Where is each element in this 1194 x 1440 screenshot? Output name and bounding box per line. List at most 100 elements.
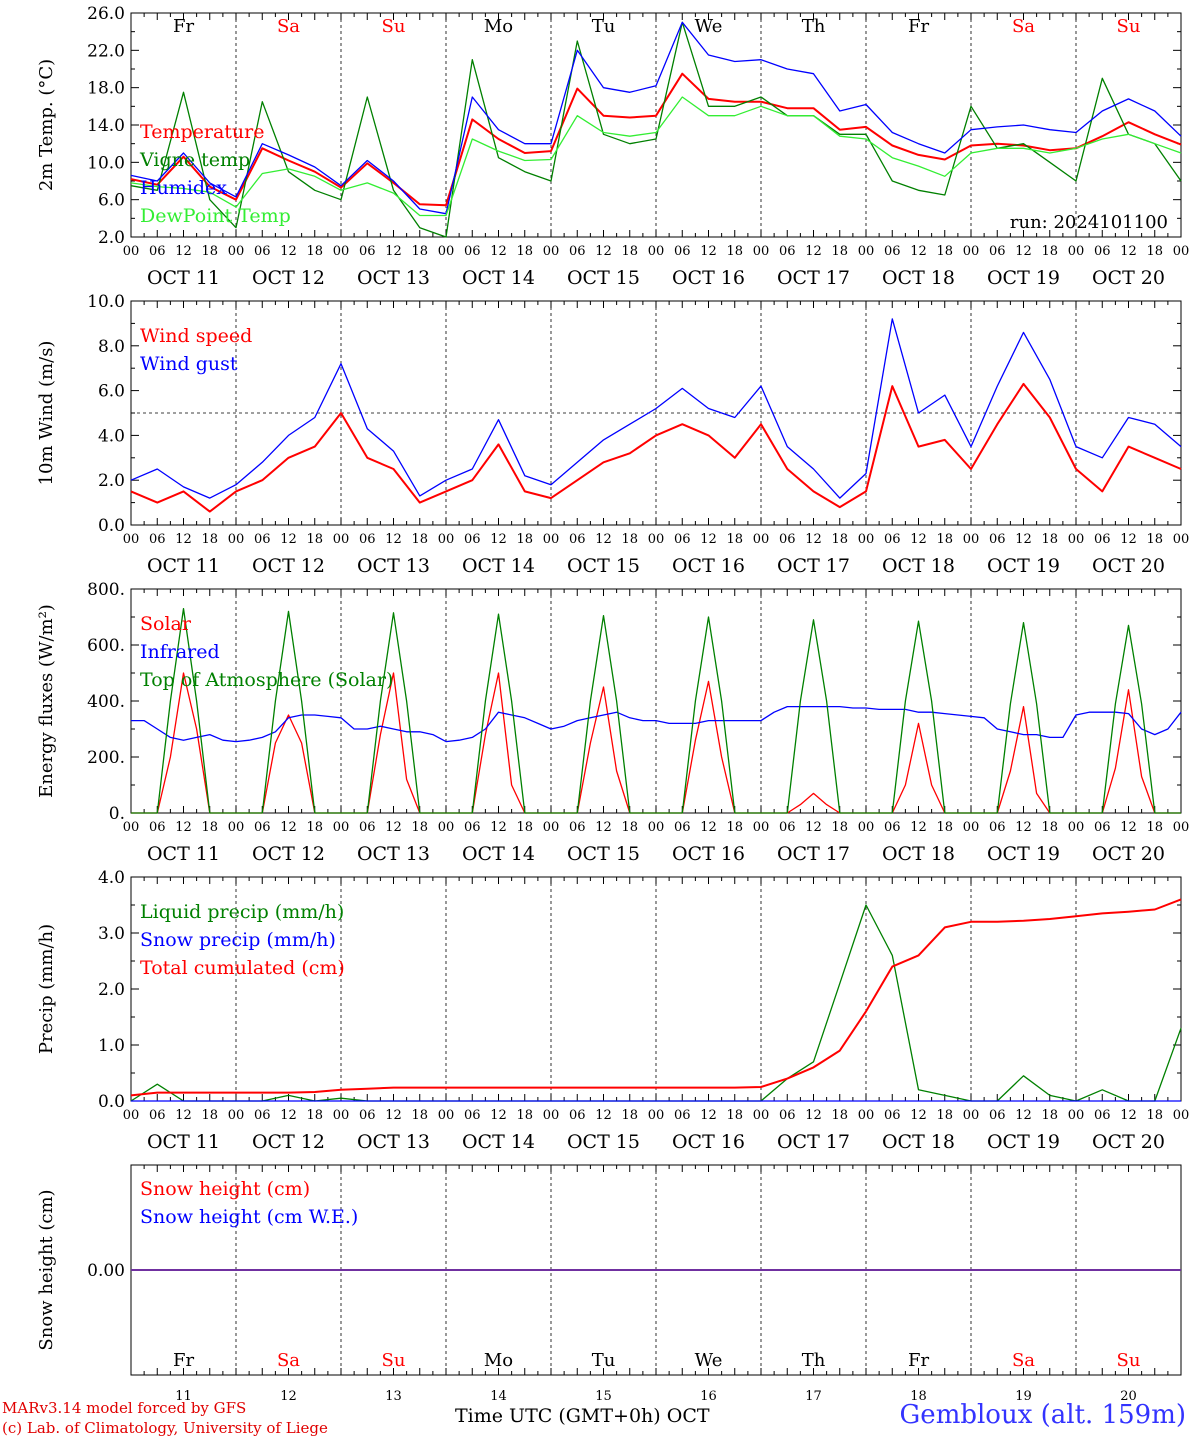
day-number-label: 19 — [1015, 1389, 1032, 1404]
y-tick-label: 10.0 — [87, 153, 125, 173]
hour-label: 18 — [201, 1108, 218, 1123]
y-axis-title: Energy fluxes (W/m²) — [36, 604, 57, 798]
y-tick-label: 18.0 — [87, 79, 125, 99]
date-label: OCT 14 — [462, 555, 535, 577]
weekday-label: Fr — [173, 1350, 194, 1371]
hour-label: 18 — [411, 1108, 428, 1123]
hour-label: 12 — [595, 820, 612, 835]
hour-label: 12 — [1015, 820, 1032, 835]
day-number-label: 15 — [595, 1389, 612, 1404]
hour-label: 00 — [123, 244, 140, 259]
hour-label: 06 — [359, 820, 376, 835]
hour-label: 00 — [438, 1108, 455, 1123]
hour-label: 00 — [543, 532, 560, 547]
date-label: OCT 13 — [357, 267, 430, 289]
hour-label: 12 — [595, 244, 612, 259]
hour-label: 12 — [1120, 532, 1137, 547]
date-label: OCT 16 — [672, 843, 745, 865]
hour-label: 00 — [333, 1108, 350, 1123]
y-tick-label: 0.0 — [98, 516, 125, 536]
weekday-label: Tu — [592, 16, 616, 37]
hour-label: 12 — [910, 820, 927, 835]
hour-label: 06 — [989, 1108, 1006, 1123]
legend-entry: Infrared — [140, 641, 220, 663]
hour-label: 00 — [858, 820, 875, 835]
hour-label: 18 — [1041, 1108, 1058, 1123]
series-line-humidex — [130, 21, 1182, 215]
y-tick-label: 2.0 — [98, 471, 125, 491]
hour-label: 18 — [831, 244, 848, 259]
date-label: OCT 18 — [882, 843, 955, 865]
hour-label: 00 — [438, 820, 455, 835]
weekday-label: Tu — [592, 1350, 616, 1371]
date-label: OCT 17 — [777, 843, 850, 865]
hour-label: 12 — [595, 1108, 612, 1123]
y-tick-label: 800. — [87, 580, 125, 600]
weekday-label: Mo — [484, 16, 513, 37]
series-line-total-cumulated-cm- — [130, 898, 1182, 1097]
y-tick-label: 2.0 — [98, 980, 125, 1000]
date-label: OCT 19 — [987, 1131, 1060, 1153]
hour-label: 18 — [831, 532, 848, 547]
hour-label: 06 — [359, 1108, 376, 1123]
y-tick-label: 1.0 — [98, 1036, 125, 1056]
y-axis-title: 2m Temp. (°C) — [36, 59, 57, 191]
y-tick-label: 3.0 — [98, 924, 125, 944]
hour-label: 00 — [438, 244, 455, 259]
y-tick-label: 26.0 — [87, 4, 125, 24]
legend-entry: Top of Atmosphere (Solar) — [140, 669, 393, 691]
weekday-label: Su — [382, 16, 406, 37]
day-number-label: 18 — [910, 1389, 927, 1404]
date-label: OCT 16 — [672, 1131, 745, 1153]
date-label: OCT 17 — [777, 555, 850, 577]
hour-label: 00 — [228, 1108, 245, 1123]
hour-label: 18 — [201, 244, 218, 259]
day-number-label: 12 — [280, 1389, 297, 1404]
hour-label: 12 — [700, 532, 717, 547]
legend-entry: Temperature — [140, 121, 264, 143]
hour-label: 12 — [490, 820, 507, 835]
hour-label: 00 — [963, 820, 980, 835]
hour-label: 06 — [779, 532, 796, 547]
hour-label: 00 — [1068, 1108, 1085, 1123]
month-label: OCT — [666, 1405, 710, 1427]
hour-label: 18 — [516, 1108, 533, 1123]
legend-entry: Wind speed — [140, 325, 252, 347]
hour-label: 06 — [569, 820, 586, 835]
hour-label: 12 — [1015, 1108, 1032, 1123]
date-label: OCT 11 — [147, 843, 220, 865]
date-label: OCT 15 — [567, 267, 640, 289]
hour-label: 00 — [1068, 820, 1085, 835]
hour-label: 00 — [123, 532, 140, 547]
day-number-label: 17 — [805, 1389, 822, 1404]
date-label: OCT 13 — [357, 555, 430, 577]
date-label: OCT 14 — [462, 843, 535, 865]
hour-label: 00 — [648, 244, 665, 259]
hour-label: 18 — [726, 244, 743, 259]
hour-label: 06 — [464, 1108, 481, 1123]
hour-label: 06 — [254, 820, 271, 835]
hour-label: 12 — [1120, 244, 1137, 259]
legend-entry: Snow height (cm W.E.) — [140, 1206, 358, 1228]
hour-label: 18 — [1041, 820, 1058, 835]
weekday-label: We — [695, 16, 723, 37]
date-label: OCT 16 — [672, 267, 745, 289]
panel-2: 0.0 2.0 4.0 6.0 8.0 10.0 10m Wind (m/s) Wind sp… — [36, 292, 1189, 577]
hour-label: 06 — [1094, 532, 1111, 547]
series-line-wind-gust — [130, 318, 1182, 499]
hour-label: 12 — [700, 244, 717, 259]
date-label: OCT 15 — [567, 1131, 640, 1153]
hour-label: 00 — [1173, 1108, 1190, 1123]
legend-entry: Snow height (cm) — [140, 1178, 310, 1200]
hour-label: 18 — [621, 820, 638, 835]
hour-label: 06 — [569, 1108, 586, 1123]
hour-label: 06 — [149, 820, 166, 835]
date-label: OCT 13 — [357, 843, 430, 865]
hour-label: 18 — [1041, 532, 1058, 547]
y-tick-label: 14.0 — [87, 116, 125, 136]
hour-label: 06 — [674, 1108, 691, 1123]
y-tick-label: 0.0 — [98, 1092, 125, 1112]
hour-label: 18 — [306, 820, 323, 835]
hour-label: 12 — [805, 244, 822, 259]
